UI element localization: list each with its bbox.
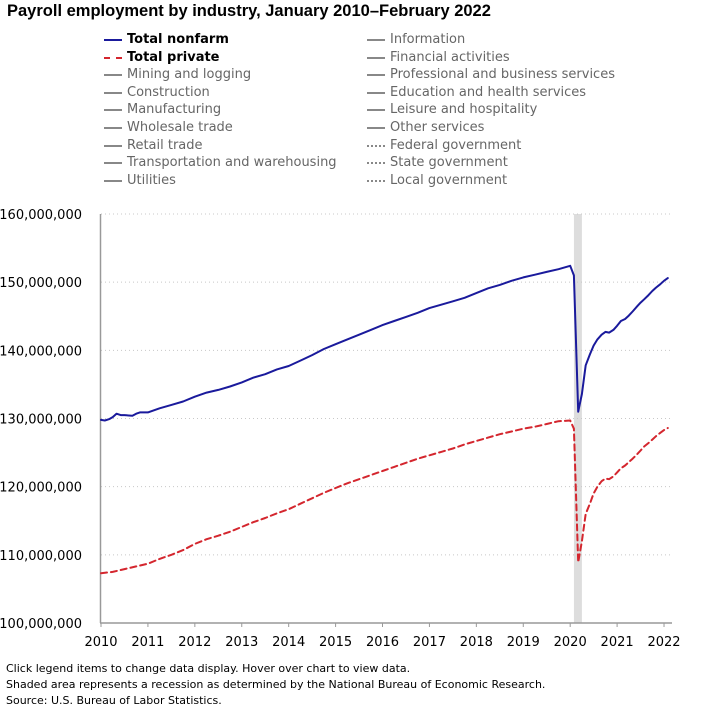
legend-swatch: [367, 144, 385, 147]
legend-label: Total nonfarm: [127, 32, 229, 47]
legend-label: Professional and business services: [390, 67, 615, 83]
note-source: Source: U.S. Bureau of Labor Statistics.: [6, 694, 222, 707]
legend-swatch: [104, 74, 122, 77]
x-tick-label: 2012: [178, 635, 211, 650]
x-tick-label: 2017: [413, 635, 446, 650]
x-tick-label: 2013: [225, 635, 258, 650]
legend-swatch: [367, 56, 385, 59]
y-axis-tick-labels: 100,000,000 110,000,000 120,000,000 130,000…: [0, 208, 82, 632]
x-tick-label: 2011: [131, 635, 164, 650]
legend-label: Information: [390, 32, 466, 47]
x-tick-label: 2015: [319, 635, 352, 650]
legend-swatch: [104, 56, 122, 59]
series-lines[interactable]: [100, 264, 669, 575]
x-tick-label: 2018: [460, 635, 493, 650]
legend-label: Utilities: [127, 172, 176, 188]
legend-swatch: [104, 162, 122, 165]
legend-swatch: [367, 74, 385, 77]
legend-label: Federal government: [390, 137, 522, 153]
legend-swatch: [367, 39, 385, 41]
legend-swatch: [367, 91, 385, 94]
note-interaction: Click legend items to change data displa…: [6, 662, 411, 675]
legend-label: Total private: [127, 49, 220, 65]
gridlines: [101, 213, 672, 556]
legend-label: Construction: [127, 84, 210, 100]
y-tick-label: 120,000,000: [0, 481, 82, 496]
x-tick-label: 2020: [554, 635, 587, 650]
x-tick-label: 2021: [601, 635, 634, 650]
legend-label: Leisure and hospitality: [390, 102, 538, 118]
legend-label: Retail trade: [127, 137, 203, 153]
series-line-total-private[interactable]: [100, 419, 669, 575]
legend-swatch: [367, 179, 385, 182]
legend-label: Financial activities: [390, 49, 510, 65]
legend-label: Other services: [390, 119, 485, 135]
legend-label: Wholesale trade: [127, 119, 233, 135]
legend-label: Manufacturing: [127, 102, 222, 118]
y-tick-label: 160,000,000: [0, 208, 82, 223]
y-tick-label: 150,000,000: [0, 276, 82, 291]
x-tick-label: 2014: [272, 635, 305, 650]
legend-swatch: [104, 91, 122, 94]
legend-label: Education and health services: [390, 84, 587, 100]
y-tick-label: 110,000,000: [0, 549, 82, 564]
legend-label: Transportation and warehousing: [127, 155, 337, 171]
legend-swatch: [104, 39, 122, 41]
y-tick-label: 100,000,000: [0, 617, 82, 632]
legend-swatch: [367, 126, 385, 129]
legend-label: State government: [390, 155, 508, 171]
legend-swatch: [104, 109, 122, 112]
x-tick-label: 2010: [84, 635, 117, 650]
note-recession: Shaded area represents a recession as de…: [6, 678, 546, 691]
legend-swatch: [367, 109, 385, 112]
y-tick-label: 140,000,000: [0, 344, 82, 359]
x-axis-tick-labels: 2010 2011 2012 2013 2014 2015 2016 2017 2018 2019…: [84, 623, 681, 650]
legend-label: Local government: [390, 172, 508, 188]
x-tick-label: 2016: [366, 635, 399, 650]
y-tick-label: 130,000,000: [0, 413, 82, 428]
x-tick-label: 2022: [647, 635, 680, 650]
line-chart[interactable]: 100,000,000 110,000,000 120,000,000 130,000…: [0, 0, 715, 655]
chart-title: Payroll employment by industry, January …: [7, 2, 491, 20]
legend-label: Mining and logging: [127, 67, 252, 83]
series-line-total-nonfarm[interactable]: [100, 264, 669, 422]
legend-swatch: [104, 126, 122, 129]
x-tick-label: 2019: [507, 635, 540, 650]
legend-swatch: [104, 179, 122, 182]
legend-swatch: [104, 144, 122, 147]
chart-notes: Click legend items to change data displa…: [6, 661, 545, 709]
legend-swatch: [367, 162, 385, 165]
